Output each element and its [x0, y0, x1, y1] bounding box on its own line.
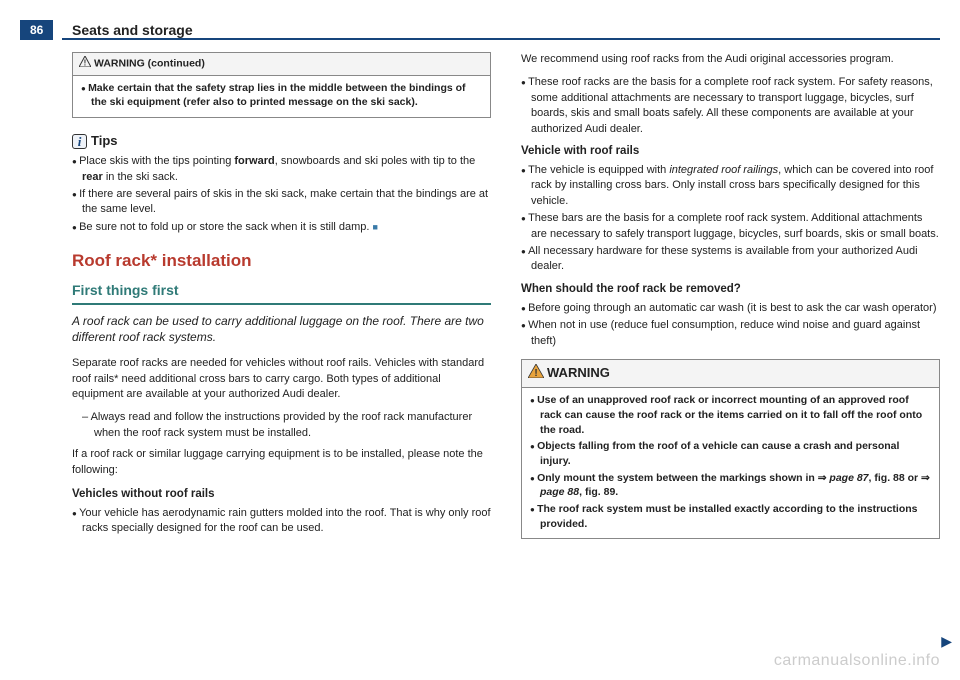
- warning-continued-box: ! WARNING (continued) Make certain that …: [72, 52, 491, 118]
- warn-item-4: The roof rack system must be installed e…: [540, 502, 931, 531]
- tip-2: If there are several pairs of skis in th…: [82, 187, 491, 218]
- header-rule: [62, 38, 940, 40]
- warn-item-3: Only mount the system between the markin…: [540, 471, 931, 500]
- dash-instruction: – Always read and follow the instruction…: [94, 410, 491, 441]
- warning-box: ! WARNING Use of an unapproved roof rack…: [521, 359, 940, 539]
- para-separate-racks: Separate roof racks are needed for vehic…: [72, 356, 491, 402]
- svg-text:!: !: [534, 368, 537, 378]
- tips-heading: iTips: [72, 132, 491, 150]
- subhead-when-remove: When should the roof rack be removed?: [521, 281, 940, 297]
- end-marker-icon: ■: [373, 222, 378, 232]
- info-icon: i: [72, 134, 87, 149]
- para-note-following: If a roof rack or similar luggage carryi…: [72, 447, 491, 478]
- tip-3: Be sure not to fold up or store the sack…: [82, 220, 491, 235]
- content-columns: ! WARNING (continued) Make certain that …: [72, 52, 940, 553]
- bullet-hardware: All necessary hardware for these systems…: [531, 244, 940, 275]
- bullet-integrated-railings: The vehicle is equipped with integrated …: [531, 163, 940, 209]
- section-heading-roof-rack: Roof rack* installation: [72, 249, 491, 273]
- bullet-bars-basis: These bars are the basis for a complete …: [531, 211, 940, 242]
- watermark: carmanualsonline.info: [774, 652, 940, 670]
- bullet-rain-gutters: Your vehicle has aerodynamic rain gutter…: [82, 506, 491, 537]
- warn-item-1: Use of an unapproved roof rack or incorr…: [540, 393, 931, 437]
- tip-1: Place skis with the tips pointing forwar…: [82, 154, 491, 185]
- warning-label: WARNING: [547, 365, 610, 380]
- warning-continued-header: ! WARNING (continued): [73, 53, 490, 76]
- warning-triangle-icon: !: [528, 364, 544, 383]
- para-recommend: We recommend using roof racks from the A…: [521, 52, 940, 67]
- continue-arrow-icon: ▶: [941, 633, 952, 650]
- page-number: 86: [20, 20, 53, 40]
- right-column: We recommend using roof racks from the A…: [521, 52, 940, 553]
- warning-triangle-icon: !: [79, 56, 91, 72]
- svg-text:!: !: [84, 59, 87, 68]
- subsection-first-things: First things first: [72, 281, 491, 305]
- warning-cont-body: Make certain that the safety strap lies …: [73, 76, 490, 117]
- intro-text: A roof rack can be used to carry additio…: [72, 313, 491, 347]
- bullet-basis-system: These roof racks are the basis for a com…: [531, 75, 940, 137]
- warning-header: ! WARNING: [522, 360, 939, 388]
- bullet-not-in-use: When not in use (reduce fuel consumption…: [531, 318, 940, 349]
- subhead-with-rails: Vehicle with roof rails: [521, 143, 940, 159]
- subhead-without-rails: Vehicles without roof rails: [72, 486, 491, 502]
- header-title: Seats and storage: [72, 22, 193, 38]
- warning-body: Use of an unapproved roof rack or incorr…: [522, 388, 939, 538]
- warn-item-2: Objects falling from the roof of a vehic…: [540, 439, 931, 468]
- left-column: ! WARNING (continued) Make certain that …: [72, 52, 491, 553]
- warning-cont-label: WARNING (continued): [94, 58, 205, 70]
- bullet-car-wash: Before going through an automatic car wa…: [531, 301, 940, 316]
